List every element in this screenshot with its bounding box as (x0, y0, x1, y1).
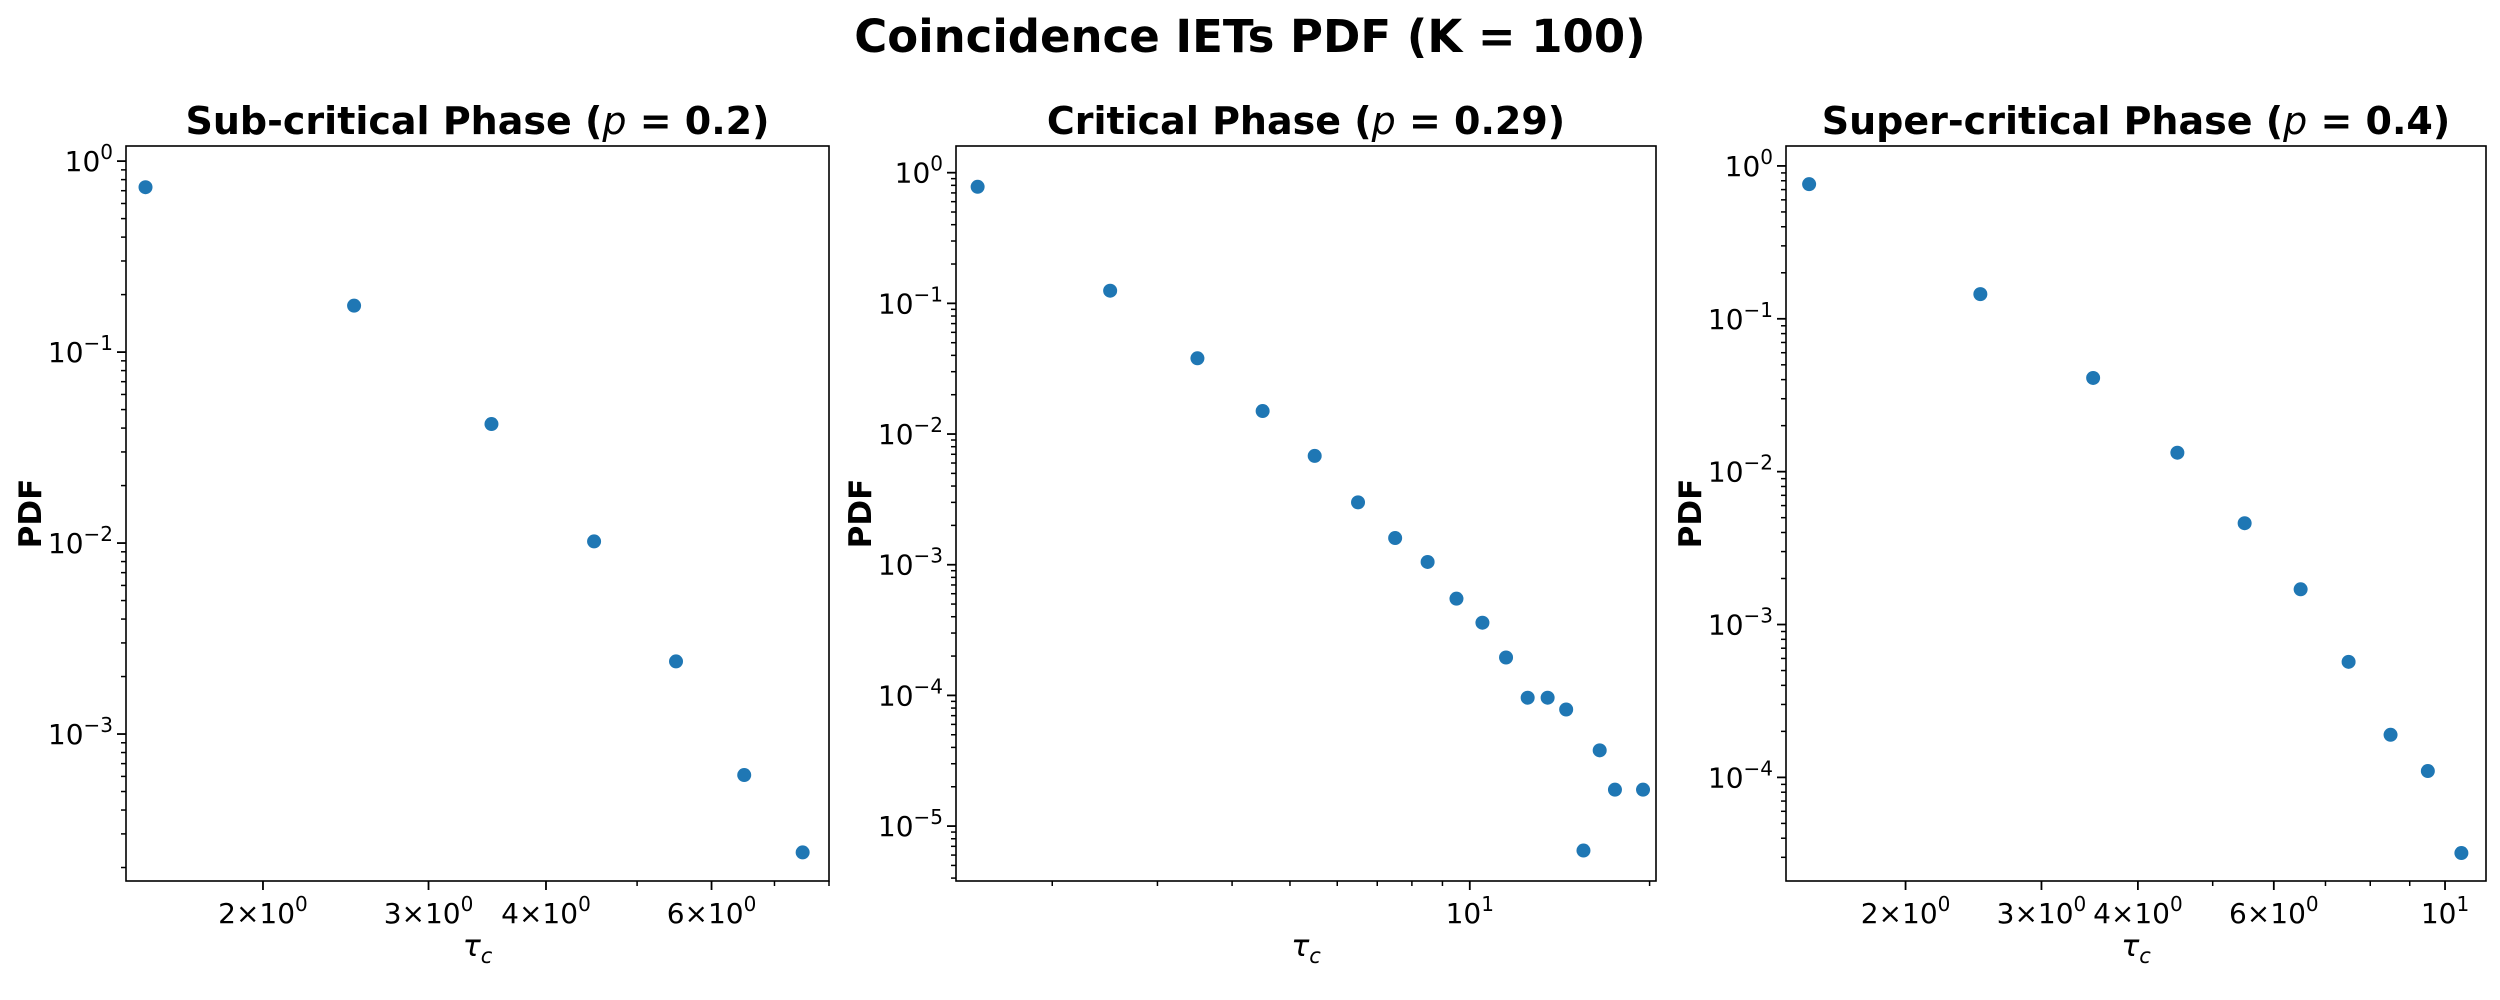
data-point (970, 179, 985, 194)
data-point (1255, 404, 1270, 419)
plot-frame (1785, 145, 2487, 882)
y-tick-label: 100 (1725, 145, 1773, 183)
x-tick-label: 3×100 (384, 892, 474, 930)
y-tick-label: 10−2 (878, 413, 943, 451)
y-tick-label: 100 (65, 140, 113, 178)
data-point (1973, 287, 1988, 302)
data-point (484, 417, 499, 432)
data-point (138, 180, 153, 195)
figure-title: Coincidence IETs PDF (K = 100) (854, 10, 1646, 63)
x-tick-label: 2×100 (1861, 892, 1951, 930)
data-series (1802, 177, 2469, 861)
x-tick-label: 101 (2421, 892, 2469, 930)
y-axis-label: PDF (1673, 479, 1709, 549)
y-tick-label: 10−4 (1708, 756, 1773, 794)
y-tick-label: 100 (895, 152, 943, 190)
data-point (1636, 782, 1651, 797)
data-point (1307, 448, 1322, 463)
data-point (2170, 445, 2185, 460)
y-tick-label: 10−2 (1708, 451, 1773, 489)
x-tick-label: 4×100 (2093, 892, 2183, 930)
y-tick-label: 10−2 (48, 522, 113, 560)
data-point (1540, 690, 1555, 705)
x-tick-label: 3×100 (1997, 892, 2087, 930)
data-point (1520, 690, 1535, 705)
data-point (1559, 702, 1574, 717)
x-minor-ticks (2211, 881, 2411, 886)
data-point (1802, 177, 1817, 192)
data-point (1592, 743, 1607, 758)
y-tick-label: 10−1 (878, 282, 943, 320)
data-point (2341, 654, 2356, 669)
data-point (1475, 615, 1490, 630)
data-series (970, 179, 1651, 858)
data-point (1351, 495, 1366, 510)
data-point (1576, 843, 1591, 858)
x-tick-label: 4×100 (501, 892, 591, 930)
y-minor-ticks (121, 169, 126, 869)
panel-title: Sub-critical Phase (p = 0.2) (186, 99, 770, 143)
data-point (1103, 283, 1118, 298)
panel-title: Super-critical Phase (p = 0.4) (1822, 99, 2450, 143)
y-tick-label: 10−4 (878, 674, 943, 712)
data-point (1607, 782, 1622, 797)
y-tick-label: 10−1 (1708, 298, 1773, 336)
data-point (1388, 531, 1403, 546)
data-series (138, 180, 810, 860)
plot-frame (955, 145, 1657, 882)
y-minor-ticks (951, 177, 956, 879)
data-point (1449, 591, 1464, 606)
data-point (795, 845, 810, 860)
data-point (2293, 582, 2308, 597)
y-tick-label: 10−3 (1708, 604, 1773, 642)
data-point (2237, 516, 2252, 531)
data-point (1190, 351, 1205, 366)
data-point (2420, 764, 2435, 779)
chart-panel-3: Super-critical Phase (p = 0.4) 2×100 3×100… (1673, 99, 2487, 968)
x-axis-label: τc (2121, 929, 2151, 968)
chart-panel-1: Sub-critical Phase (p = 0.2) 2×100 3×100 4×… (13, 99, 830, 968)
data-point (737, 768, 752, 783)
data-point (1499, 650, 1514, 665)
y-tick-label: 10−1 (48, 331, 113, 369)
x-axis-label: τc (1291, 929, 1321, 968)
y-tick-label: 10−3 (878, 544, 943, 582)
y-tick-label: 10−5 (878, 805, 943, 843)
y-axis-label: PDF (843, 479, 879, 549)
panel-title: Critical Phase (p = 0.29) (1047, 99, 1565, 143)
x-axis-label: τc (463, 929, 493, 968)
data-point (2383, 727, 2398, 742)
plot-frame (125, 145, 830, 882)
data-point (2086, 370, 2101, 385)
x-tick-label: 2×100 (218, 892, 308, 930)
data-point (347, 298, 362, 313)
y-axis-label: PDF (13, 479, 49, 549)
x-tick-label: 6×100 (667, 892, 757, 930)
x-minor-ticks (1051, 881, 1651, 886)
x-tick-label: 101 (1446, 892, 1494, 930)
data-point (1420, 554, 1435, 569)
chart-panel-2: Critical Phase (p = 0.29) 101 100 10−1 10−2 1… (843, 99, 1657, 968)
data-point (2454, 846, 2469, 861)
y-tick-label: 10−3 (48, 713, 113, 751)
y-minor-ticks (1781, 172, 1786, 859)
data-point (669, 654, 684, 669)
x-tick-label: 6×100 (2229, 892, 2319, 930)
data-point (587, 534, 602, 549)
x-minor-ticks (636, 881, 830, 886)
